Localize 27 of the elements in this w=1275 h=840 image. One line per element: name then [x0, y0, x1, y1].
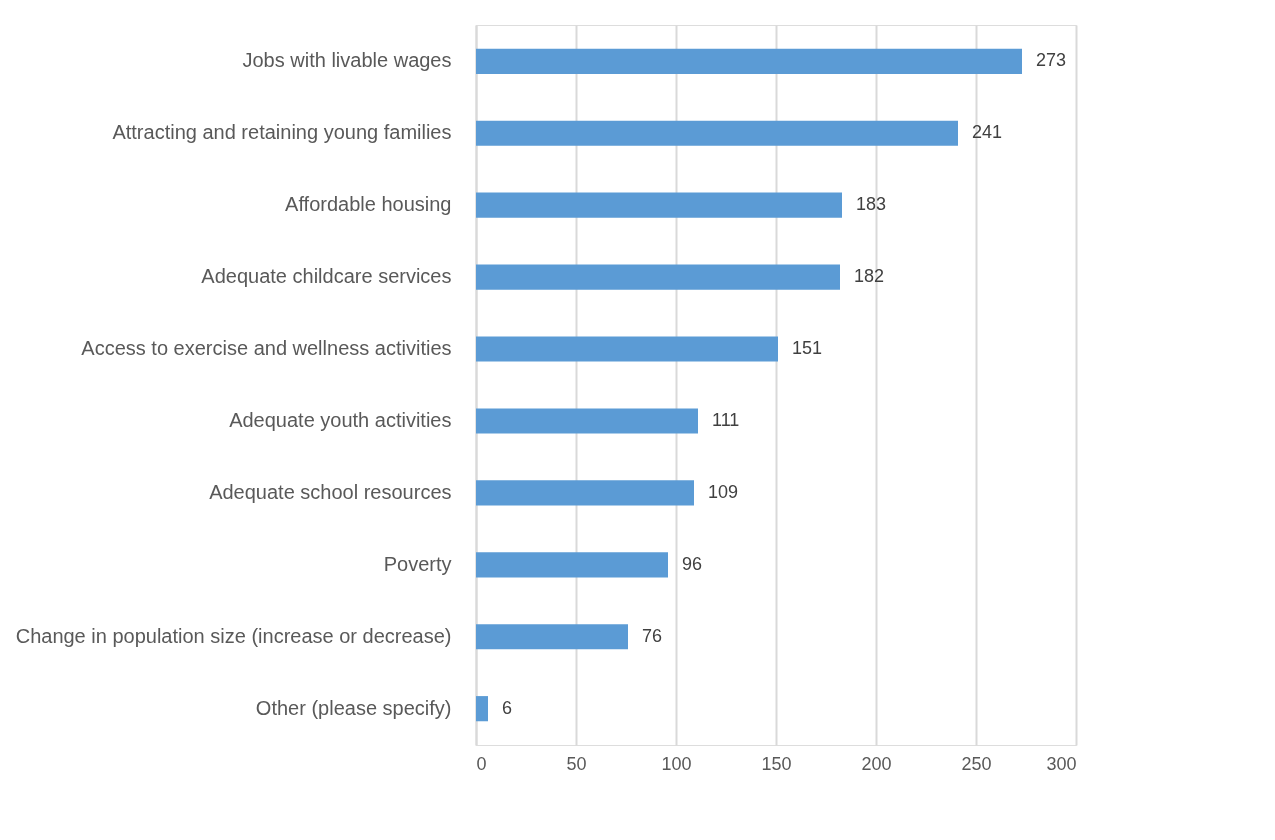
- data-label: 96: [682, 553, 703, 574]
- data-label: 241: [972, 122, 1003, 143]
- x-tick-label: 250: [961, 753, 992, 774]
- data-label: 6: [502, 697, 513, 718]
- y-tick-label: Adequate childcare services: [201, 265, 452, 288]
- y-tick-label: Adequate school resources: [209, 480, 452, 503]
- data-label: 151: [792, 338, 823, 359]
- y-tick-label: Jobs with livable wages: [242, 49, 452, 72]
- data-label: 182: [854, 266, 885, 287]
- data-label: 76: [642, 625, 663, 646]
- data-label: 109: [708, 481, 739, 502]
- y-tick-label: Other (please specify): [255, 696, 452, 719]
- x-tick-label: 0: [476, 753, 487, 774]
- data-label: 111: [712, 409, 740, 430]
- y-tick-label: Access to exercise and wellness activities: [81, 337, 452, 360]
- y-tick-label: Affordable housing: [285, 193, 452, 216]
- y-tick-label: Poverty: [383, 552, 452, 575]
- x-tick-label: 150: [761, 753, 792, 774]
- x-tick-label: 300: [1046, 753, 1077, 774]
- data-label: 183: [856, 194, 887, 215]
- data-label: 273: [1036, 50, 1067, 71]
- x-tick-label: 50: [566, 753, 587, 774]
- y-tick-label: Change in population size (increase or decrease): [15, 624, 452, 647]
- y-tick-label: Adequate youth activities: [229, 408, 452, 431]
- y-tick-label: Attracting and retaining young families: [112, 121, 452, 144]
- x-tick-label: 200: [861, 753, 892, 774]
- x-tick-label: 100: [661, 753, 692, 774]
